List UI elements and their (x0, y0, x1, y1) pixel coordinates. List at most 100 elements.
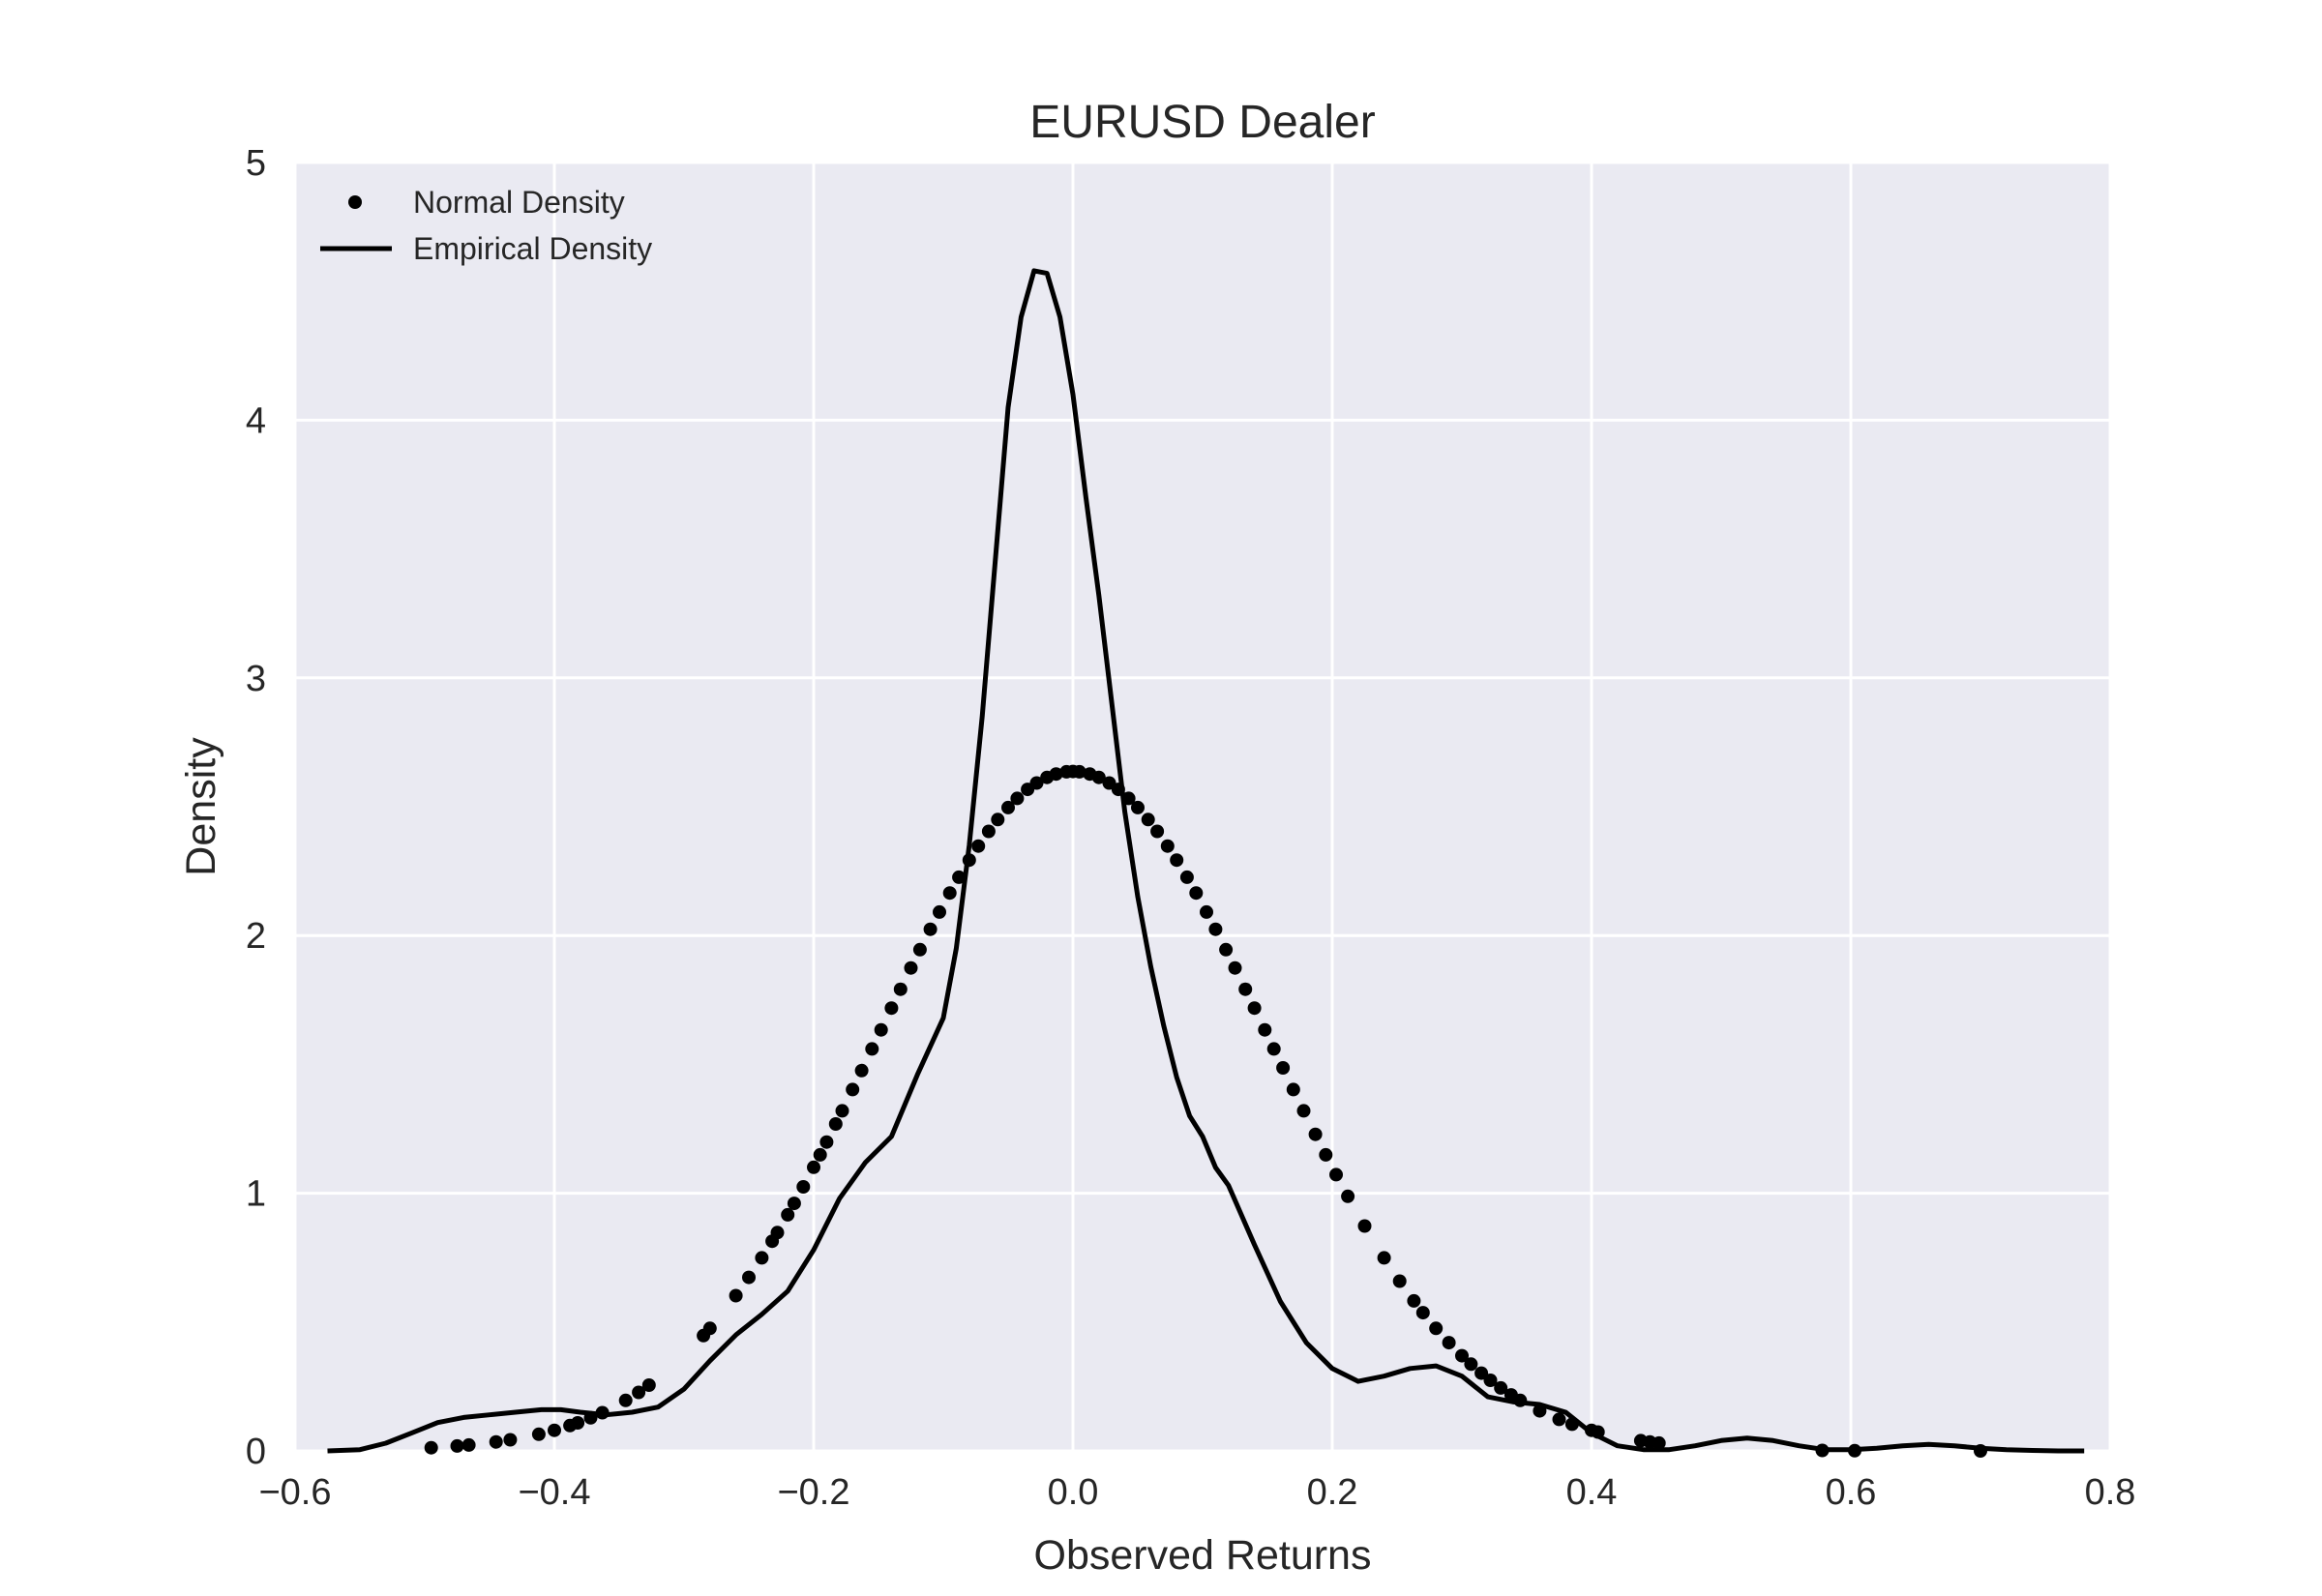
data-point-normal-density (450, 1438, 464, 1453)
series-line-empirical-density (327, 268, 2085, 1454)
data-point-normal-density (1357, 1219, 1372, 1233)
data-point-normal-density (828, 1117, 843, 1131)
data-point-normal-density (904, 961, 918, 975)
y-tick-labels: 0 1 2 3 4 5 (246, 143, 266, 1472)
data-point-normal-density (796, 1180, 811, 1194)
data-point-normal-density (1974, 1444, 1987, 1458)
chart-title: EURUSD Dealer (1029, 97, 1375, 148)
data-point-normal-density (1029, 776, 1044, 790)
data-point-normal-density (1815, 1443, 1830, 1458)
data-point-normal-density (807, 1160, 820, 1174)
y-tick-label: 2 (246, 916, 266, 957)
x-axis-title: Observed Returns (1034, 1532, 1372, 1579)
x-tick-label: 0.8 (2085, 1472, 2136, 1513)
data-point-normal-density (461, 1437, 476, 1452)
data-point-normal-density (1848, 1443, 1861, 1458)
data-point-normal-density (1170, 853, 1184, 868)
y-axis-title: Density (178, 737, 224, 876)
y-tick-label: 5 (246, 143, 266, 184)
data-point-normal-density (1276, 1061, 1291, 1075)
data-point-normal-density (912, 942, 927, 957)
data-point-normal-density (1266, 1042, 1281, 1056)
data-point-normal-density (1474, 1366, 1489, 1380)
data-point-normal-density (1341, 1189, 1355, 1203)
data-point-normal-density (1415, 1306, 1430, 1320)
data-point-normal-density (962, 853, 976, 868)
data-point-normal-density (729, 1288, 743, 1303)
x-tick-label: 0.0 (1048, 1472, 1099, 1513)
data-point-normal-density (1189, 886, 1204, 901)
data-point-normal-density (923, 922, 938, 936)
data-point-normal-density (1552, 1412, 1566, 1427)
data-point-normal-density (835, 1104, 849, 1118)
y-tick-label: 0 (246, 1432, 266, 1472)
x-tick-label: −0.4 (518, 1472, 590, 1513)
data-point-normal-density (770, 1226, 785, 1240)
data-point-normal-density (1219, 942, 1234, 957)
data-point-normal-density (1228, 961, 1242, 975)
data-point-normal-density (1442, 1336, 1456, 1350)
data-point-normal-density (884, 1001, 899, 1016)
data-point-normal-density (595, 1405, 610, 1420)
data-point-normal-density (1238, 982, 1253, 996)
data-point-normal-density (1533, 1404, 1547, 1418)
data-point-normal-density (1010, 791, 1025, 806)
data-point-normal-density (942, 886, 957, 901)
data-point-normal-density (819, 1135, 834, 1149)
data-point-normal-density (1072, 764, 1087, 779)
data-point-normal-density (632, 1385, 646, 1400)
data-point-normal-density (702, 1321, 717, 1336)
data-point-normal-density (618, 1393, 633, 1407)
data-point-normal-density (1464, 1357, 1478, 1372)
data-point-normal-density (952, 870, 967, 884)
data-point-normal-density (424, 1440, 438, 1455)
data-point-normal-density (1483, 1374, 1498, 1387)
data-point-normal-density (1131, 800, 1145, 814)
data-point-normal-density (571, 1416, 585, 1430)
x-tick-label: −0.2 (777, 1472, 849, 1513)
data-point-normal-density (1308, 1127, 1323, 1141)
data-point-normal-density (1329, 1167, 1343, 1182)
data-point-normal-density (813, 1147, 827, 1162)
data-point-normal-density (933, 904, 946, 919)
data-point-normal-density (1377, 1251, 1391, 1265)
data-point-normal-density (1591, 1425, 1605, 1439)
data-point-normal-density (641, 1378, 656, 1392)
data-point-normal-density (742, 1270, 756, 1285)
data-point-normal-density (846, 1082, 860, 1097)
data-point-normal-density (1513, 1393, 1528, 1407)
data-point-normal-density (1091, 770, 1106, 784)
y-tick-label: 3 (246, 659, 266, 699)
legend-marker-normal-density (348, 195, 362, 209)
data-point-normal-density (981, 824, 996, 839)
data-point-normal-density (1001, 800, 1015, 814)
grid (293, 161, 2112, 1453)
data-point-normal-density (991, 813, 1005, 827)
data-point-normal-density (1179, 870, 1194, 884)
data-point-normal-density (893, 982, 908, 996)
x-tick-label: 0.2 (1307, 1472, 1358, 1513)
data-point-normal-density (503, 1433, 518, 1447)
x-tick-label: 0.4 (1566, 1472, 1618, 1513)
data-point-normal-density (1296, 1104, 1311, 1118)
data-point-normal-density (1150, 824, 1165, 839)
data-point-normal-density (1121, 791, 1136, 806)
legend-label-normal-density: Normal Density (413, 185, 625, 220)
data-point-normal-density (1049, 767, 1063, 782)
data-point-normal-density (1392, 1274, 1407, 1288)
data-point-normal-density (1319, 1147, 1333, 1162)
data-point-normal-density (1247, 1001, 1262, 1016)
data-point-normal-density (531, 1427, 546, 1441)
data-point-normal-density (1286, 1082, 1300, 1097)
data-point-normal-density (583, 1410, 598, 1425)
data-point-normal-density (1160, 839, 1175, 853)
x-tick-label: −0.6 (258, 1472, 331, 1513)
data-point-normal-density (971, 839, 986, 853)
data-point-normal-density (1258, 1022, 1272, 1037)
data-point-normal-density (1455, 1348, 1469, 1363)
data-point-normal-density (865, 1042, 879, 1056)
data-point-normal-density (1429, 1321, 1444, 1336)
data-point-normal-density (755, 1251, 769, 1265)
data-point-normal-density (489, 1434, 503, 1449)
